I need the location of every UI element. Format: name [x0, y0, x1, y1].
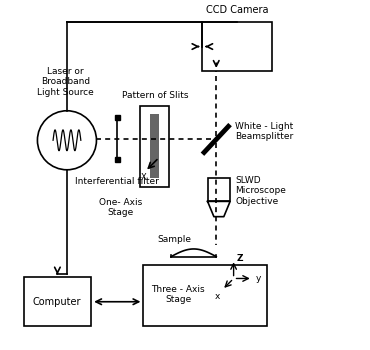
Bar	[150, 114, 159, 178]
Text: SLWD
Microscope
Objective: SLWD Microscope Objective	[235, 176, 286, 205]
Bar	[208, 178, 230, 201]
Text: Interferential filter: Interferential filter	[75, 177, 159, 186]
Text: CCD Camera: CCD Camera	[206, 5, 268, 15]
Bar	[115, 157, 120, 162]
Bar	[202, 22, 272, 71]
Bar	[140, 106, 169, 187]
Text: One- Axis
Stage: One- Axis Stage	[99, 197, 142, 217]
Text: y: y	[256, 274, 261, 283]
Bar	[143, 265, 267, 326]
Bar	[115, 115, 120, 120]
Text: x: x	[215, 292, 220, 301]
Text: Pattern of Slits: Pattern of Slits	[122, 91, 188, 100]
Text: White - Light
Beamsplitter: White - Light Beamsplitter	[235, 122, 294, 141]
Text: Z: Z	[236, 254, 243, 263]
Bar	[24, 278, 91, 326]
Text: Three - Axis
Stage: Three - Axis Stage	[151, 285, 205, 304]
Text: Laser or
Broadband
Light Source: Laser or Broadband Light Source	[37, 67, 94, 97]
Text: Computer: Computer	[33, 297, 81, 307]
Text: X: X	[141, 173, 146, 182]
Text: Sample: Sample	[158, 236, 192, 244]
